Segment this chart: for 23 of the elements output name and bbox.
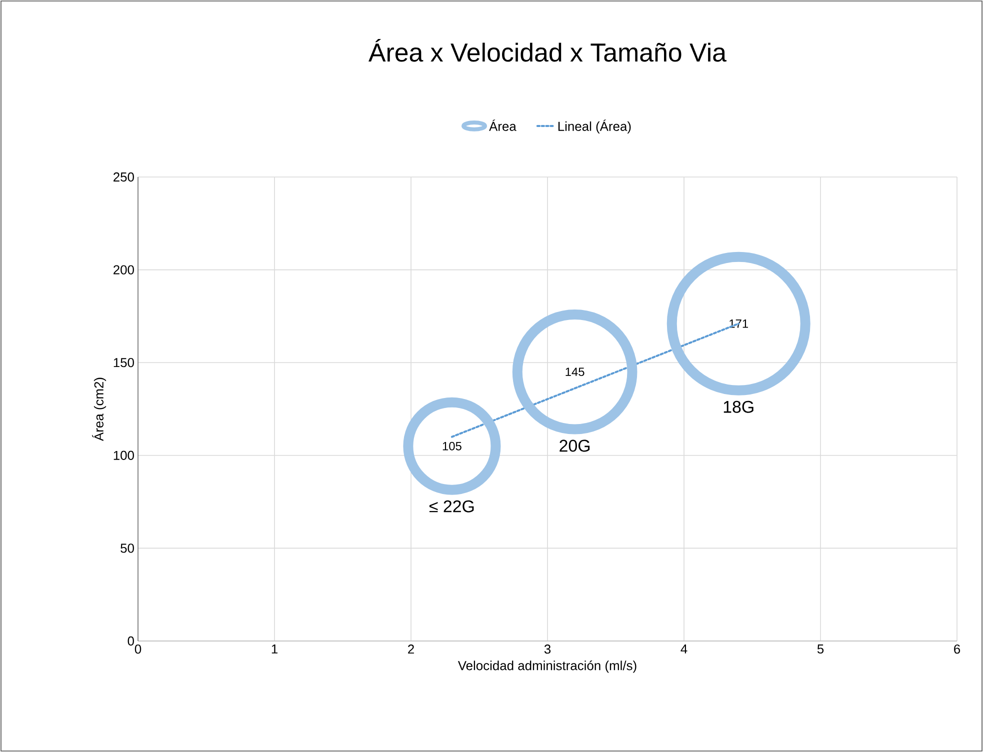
annotation: 20G (560, 440, 590, 452)
x-tick-label: 1 (272, 644, 278, 654)
x-tick-label: 6 (954, 644, 960, 654)
y-tick-label: 100 (114, 450, 134, 460)
y-tick-label: 250 (114, 172, 134, 182)
y-tick-label: 150 (114, 358, 134, 368)
x-tick-label: 3 (544, 644, 551, 654)
x-tick-label: 0 (134, 644, 142, 654)
annotation: 18G (724, 400, 754, 413)
y-axis-title: Área (cm2) (92, 378, 106, 441)
y-tick-label: 0 (128, 636, 134, 646)
data-label: 145 (566, 368, 584, 376)
legend-label: Lineal (Área) (558, 120, 631, 134)
annotation: ≤ 22G (429, 500, 474, 512)
x-tick-label: 2 (408, 644, 414, 654)
chart-title: Área x Velocidad x Tamaño Via (368, 39, 727, 62)
y-tick-label: 200 (114, 265, 134, 274)
data-label: 105 (442, 442, 462, 450)
legend-label: Área (489, 120, 516, 131)
x-tick-label: 4 (680, 644, 688, 654)
x-axis-title: Velocidad administración (ml/s) (458, 660, 636, 673)
x-tick-label: 5 (817, 644, 824, 654)
y-tick-label: 50 (120, 544, 134, 553)
